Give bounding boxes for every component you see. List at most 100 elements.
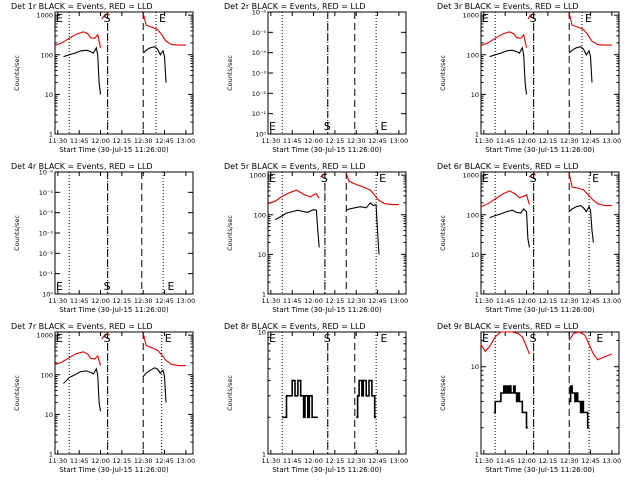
plot-frame: [54, 11, 194, 135]
end-marker: E: [592, 172, 599, 185]
y-tick-label: 1: [49, 131, 53, 139]
panel-title: Det 6r BLACK = Events, RED = LLD: [437, 162, 579, 171]
lld-series-line-seg1: [480, 331, 530, 355]
y-tick-label: 10: [258, 251, 266, 259]
y-tick-label: 10⁻³: [252, 70, 267, 78]
y-tick-label: 100: [41, 371, 53, 379]
x-tick-label: 11:30: [48, 137, 67, 145]
y-tick-label: 10⁻³: [39, 230, 54, 238]
y-tick-label: 10: [45, 91, 53, 99]
x-tick-label: 13:00: [390, 297, 409, 305]
x-tick-label: 12:30: [134, 137, 153, 145]
events-series-line-seg2: [345, 201, 380, 255]
y-tick-label: 10⁻¹: [252, 110, 267, 118]
lld-series-line-seg3: [142, 333, 186, 367]
panel-6: Det 6r BLACK = Events, RED = LLD 11:30 11:…: [437, 162, 621, 314]
x-tick-label: 11:45: [70, 297, 89, 305]
end-marker: E: [269, 120, 276, 133]
x-tick-label: 12:15: [112, 137, 131, 145]
x-tick-label: 11:30: [261, 297, 280, 305]
x-tick-label: 12:00: [517, 297, 536, 305]
events-series-line-seg1: [489, 46, 528, 95]
x-tick-label: 13:00: [603, 137, 622, 145]
x-axis-label: Start Time (30-Jul-15 11:26:00): [485, 146, 595, 154]
y-tick-label: 10⁻²: [39, 250, 54, 258]
panel-3: Det 3r BLACK = Events, RED = LLD 11:30 11:…: [437, 2, 621, 154]
y-axis-label: Counts/sec: [439, 55, 447, 91]
end-marker: E: [482, 172, 489, 185]
end-marker: E: [379, 172, 386, 185]
lld-series-line-seg2: [568, 331, 613, 361]
panel-7: Det 7r BLACK = Events, RED = LLD 11:30 11:…: [11, 322, 195, 474]
x-tick-label: 12:00: [304, 297, 323, 305]
start-marker: S: [321, 172, 328, 185]
x-tick-label: 11:30: [261, 137, 280, 145]
y-tick-label: 10⁻⁴: [252, 49, 267, 57]
x-tick-label: 13:00: [603, 297, 622, 305]
y-tick-label: 10⁻⁵: [252, 29, 267, 37]
events-series-line-seg1: [489, 208, 530, 248]
lld-series-line-seg2: [101, 13, 108, 20]
start-marker: S: [530, 172, 537, 185]
x-tick-label: 12:15: [112, 457, 131, 465]
x-tick-label: 12:15: [325, 457, 344, 465]
x-tick-label: 13:00: [177, 137, 196, 145]
lld-series-line-seg1: [54, 31, 102, 48]
start-marker: S: [104, 280, 111, 293]
plot-frame: [54, 171, 194, 295]
y-tick-label: 10⁰: [42, 291, 53, 299]
x-tick-label: 11:45: [70, 457, 89, 465]
x-axis-label: Start Time (30-Jul-15 11:26:00): [59, 306, 169, 314]
y-tick-label: 1: [475, 291, 479, 299]
x-tick-label: 12:15: [325, 297, 344, 305]
x-tick-label: 12:30: [347, 457, 366, 465]
lld-series-line-seg1: [267, 189, 320, 205]
lld-series-line-seg2: [527, 13, 534, 20]
panel-1: Det 1r BLACK = Events, RED = LLD 11:30 11:…: [11, 2, 195, 154]
end-marker: E: [269, 332, 276, 345]
y-axis-label: Counts/sec: [226, 215, 234, 251]
y-tick-label: 1000: [36, 12, 53, 20]
x-axis-label: Start Time (30-Jul-15 11:26:00): [485, 306, 595, 314]
x-tick-label: 11:45: [283, 457, 302, 465]
x-tick-label: 11:45: [283, 297, 302, 305]
x-tick-label: 12:00: [91, 297, 110, 305]
end-marker: E: [165, 332, 172, 345]
lld-series-line-seg3: [568, 13, 612, 46]
lld-series-line-seg1: [480, 190, 530, 208]
y-tick-label: 1: [262, 451, 266, 459]
x-tick-label: 11:45: [496, 457, 515, 465]
events-series-line-seg1: [274, 209, 320, 248]
panel-title: Det 4r BLACK = Events, RED = LLD: [11, 162, 153, 171]
y-tick-label: 100: [467, 51, 479, 59]
lld-series-line-seg3: [568, 173, 612, 207]
x-tick-label: 12:30: [560, 457, 579, 465]
x-tick-label: 11:30: [48, 297, 67, 305]
y-tick-label: 1: [475, 131, 479, 139]
start-marker: S: [324, 120, 331, 133]
events-series-line-seg2: [142, 367, 167, 403]
y-tick-label: 10: [471, 251, 479, 259]
end-marker: E: [596, 332, 603, 345]
x-tick-label: 13:00: [390, 457, 409, 465]
panel-2: Det 2r BLACK = Events, RED = LLD 11:30 11:…: [224, 2, 408, 154]
y-tick-label: 10⁰: [255, 131, 266, 139]
y-axis-label: Counts/sec: [439, 375, 447, 411]
start-marker: S: [530, 332, 537, 345]
events-series-line-seg2: [142, 46, 167, 83]
x-tick-label: 11:30: [261, 457, 280, 465]
events-series-line-seg1: [63, 367, 102, 412]
y-tick-label: 1000: [462, 12, 479, 20]
lld-series-line-seg3: [142, 13, 186, 46]
x-tick-label: 12:30: [347, 297, 366, 305]
end-marker: E: [56, 12, 63, 25]
end-marker: E: [585, 12, 592, 25]
x-axis-label: Start Time (30-Jul-15 11:26:00): [59, 466, 169, 474]
x-tick-label: 12:45: [581, 297, 600, 305]
events-series-line-seg1: [493, 385, 528, 429]
end-marker: E: [269, 172, 276, 185]
x-tick-label: 11:45: [496, 137, 515, 145]
panel-title: Det 9r BLACK = Events, RED = LLD: [437, 322, 579, 331]
y-tick-label: 1: [49, 451, 53, 459]
x-axis-label: Start Time (30-Jul-15 11:26:00): [272, 146, 382, 154]
